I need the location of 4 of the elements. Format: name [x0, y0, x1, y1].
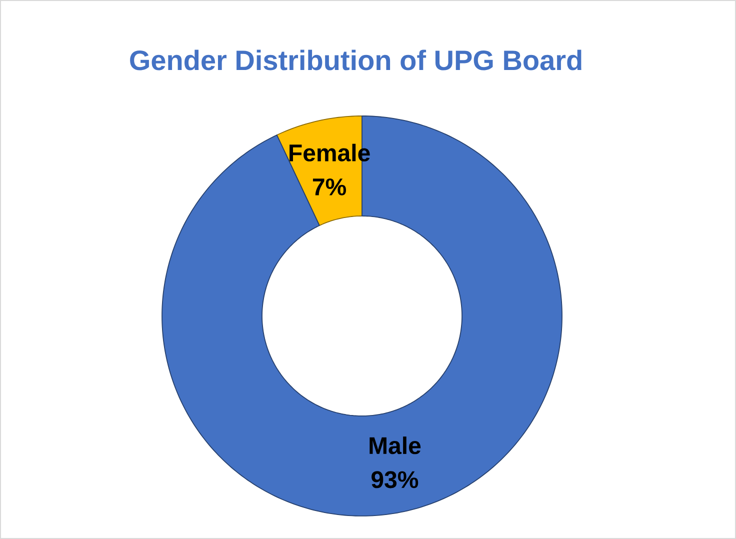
data-label: 93%: [372, 471, 418, 488]
data-label: 7%: [312, 178, 346, 196]
slice-label: Male: [370, 436, 421, 454]
chart-title: Gender Distribution of UPG Board: [130, 50, 582, 70]
